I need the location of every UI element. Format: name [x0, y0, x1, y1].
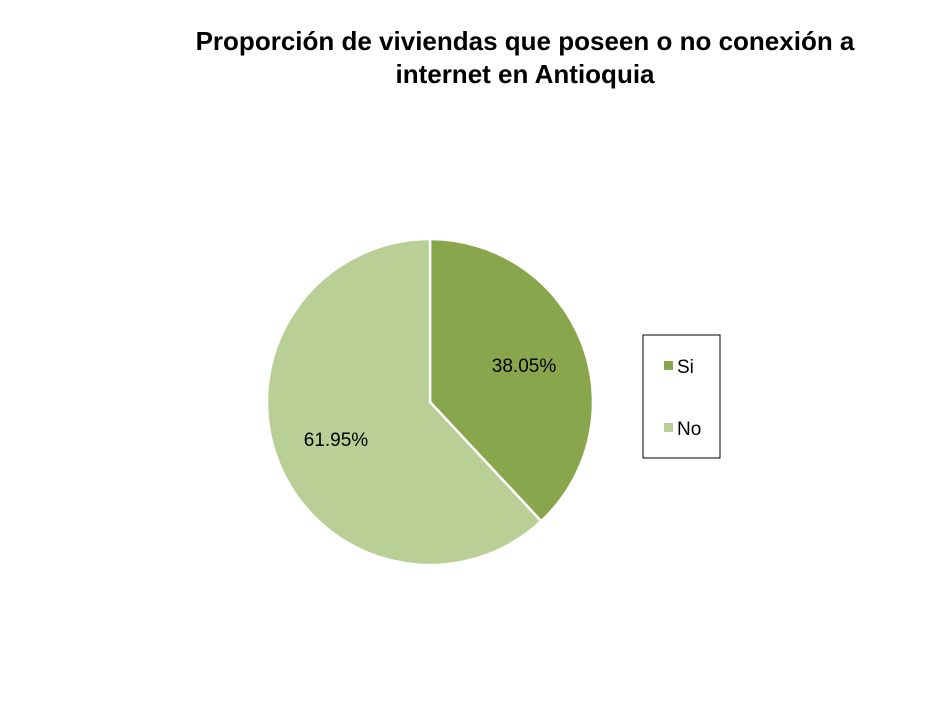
legend-label-no: No	[677, 419, 701, 440]
pie-data-labels: 38.05% 61.95%	[304, 356, 557, 451]
pie-slice-si	[428, 237, 595, 523]
pie-slice-no	[265, 237, 543, 567]
legend: Si No	[642, 334, 721, 459]
chart-title-line-1: Proporción de viviendas que poseen o no …	[196, 26, 855, 56]
chart-title-line-2: internet en Antioquia	[395, 59, 655, 89]
data-label-no: 61.95%	[304, 430, 369, 451]
legend-label-si: Si	[677, 357, 694, 378]
legend-swatch-no	[664, 423, 673, 432]
legend-swatch-si	[664, 361, 673, 370]
data-label-si: 38.05%	[492, 356, 557, 377]
pie-slices	[265, 237, 595, 567]
legend-box	[642, 334, 721, 459]
chart-title: Proporción de viviendas que poseen o no …	[196, 26, 855, 89]
